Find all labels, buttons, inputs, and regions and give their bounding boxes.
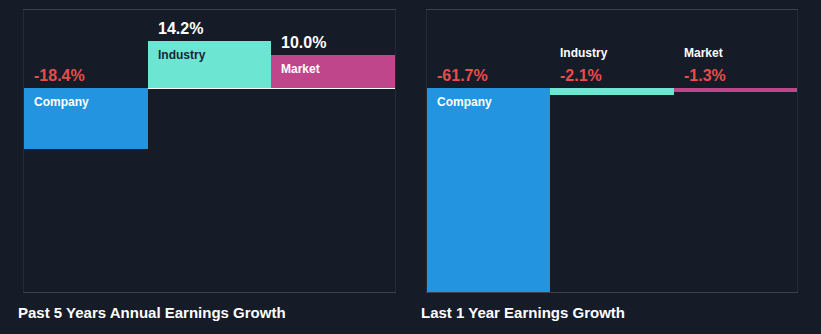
svg-text:Market: Market bbox=[281, 62, 320, 76]
svg-text:Industry: Industry bbox=[158, 48, 206, 62]
svg-text:-1.3%: -1.3% bbox=[684, 67, 726, 84]
svg-text:Last 1 Year Earnings Growth: Last 1 Year Earnings Growth bbox=[421, 304, 625, 321]
svg-text:-2.1%: -2.1% bbox=[560, 67, 602, 84]
svg-text:10.0%: 10.0% bbox=[281, 34, 326, 51]
svg-text:-61.7%: -61.7% bbox=[437, 67, 488, 84]
svg-text:Industry: Industry bbox=[560, 46, 608, 60]
svg-text:Market: Market bbox=[684, 46, 723, 60]
svg-text:Past 5 Years Annual Earnings G: Past 5 Years Annual Earnings Growth bbox=[18, 304, 286, 321]
svg-text:Company: Company bbox=[437, 95, 492, 109]
svg-text:14.2%: 14.2% bbox=[158, 20, 203, 37]
svg-text:Company: Company bbox=[34, 95, 89, 109]
svg-text:-18.4%: -18.4% bbox=[34, 67, 85, 84]
